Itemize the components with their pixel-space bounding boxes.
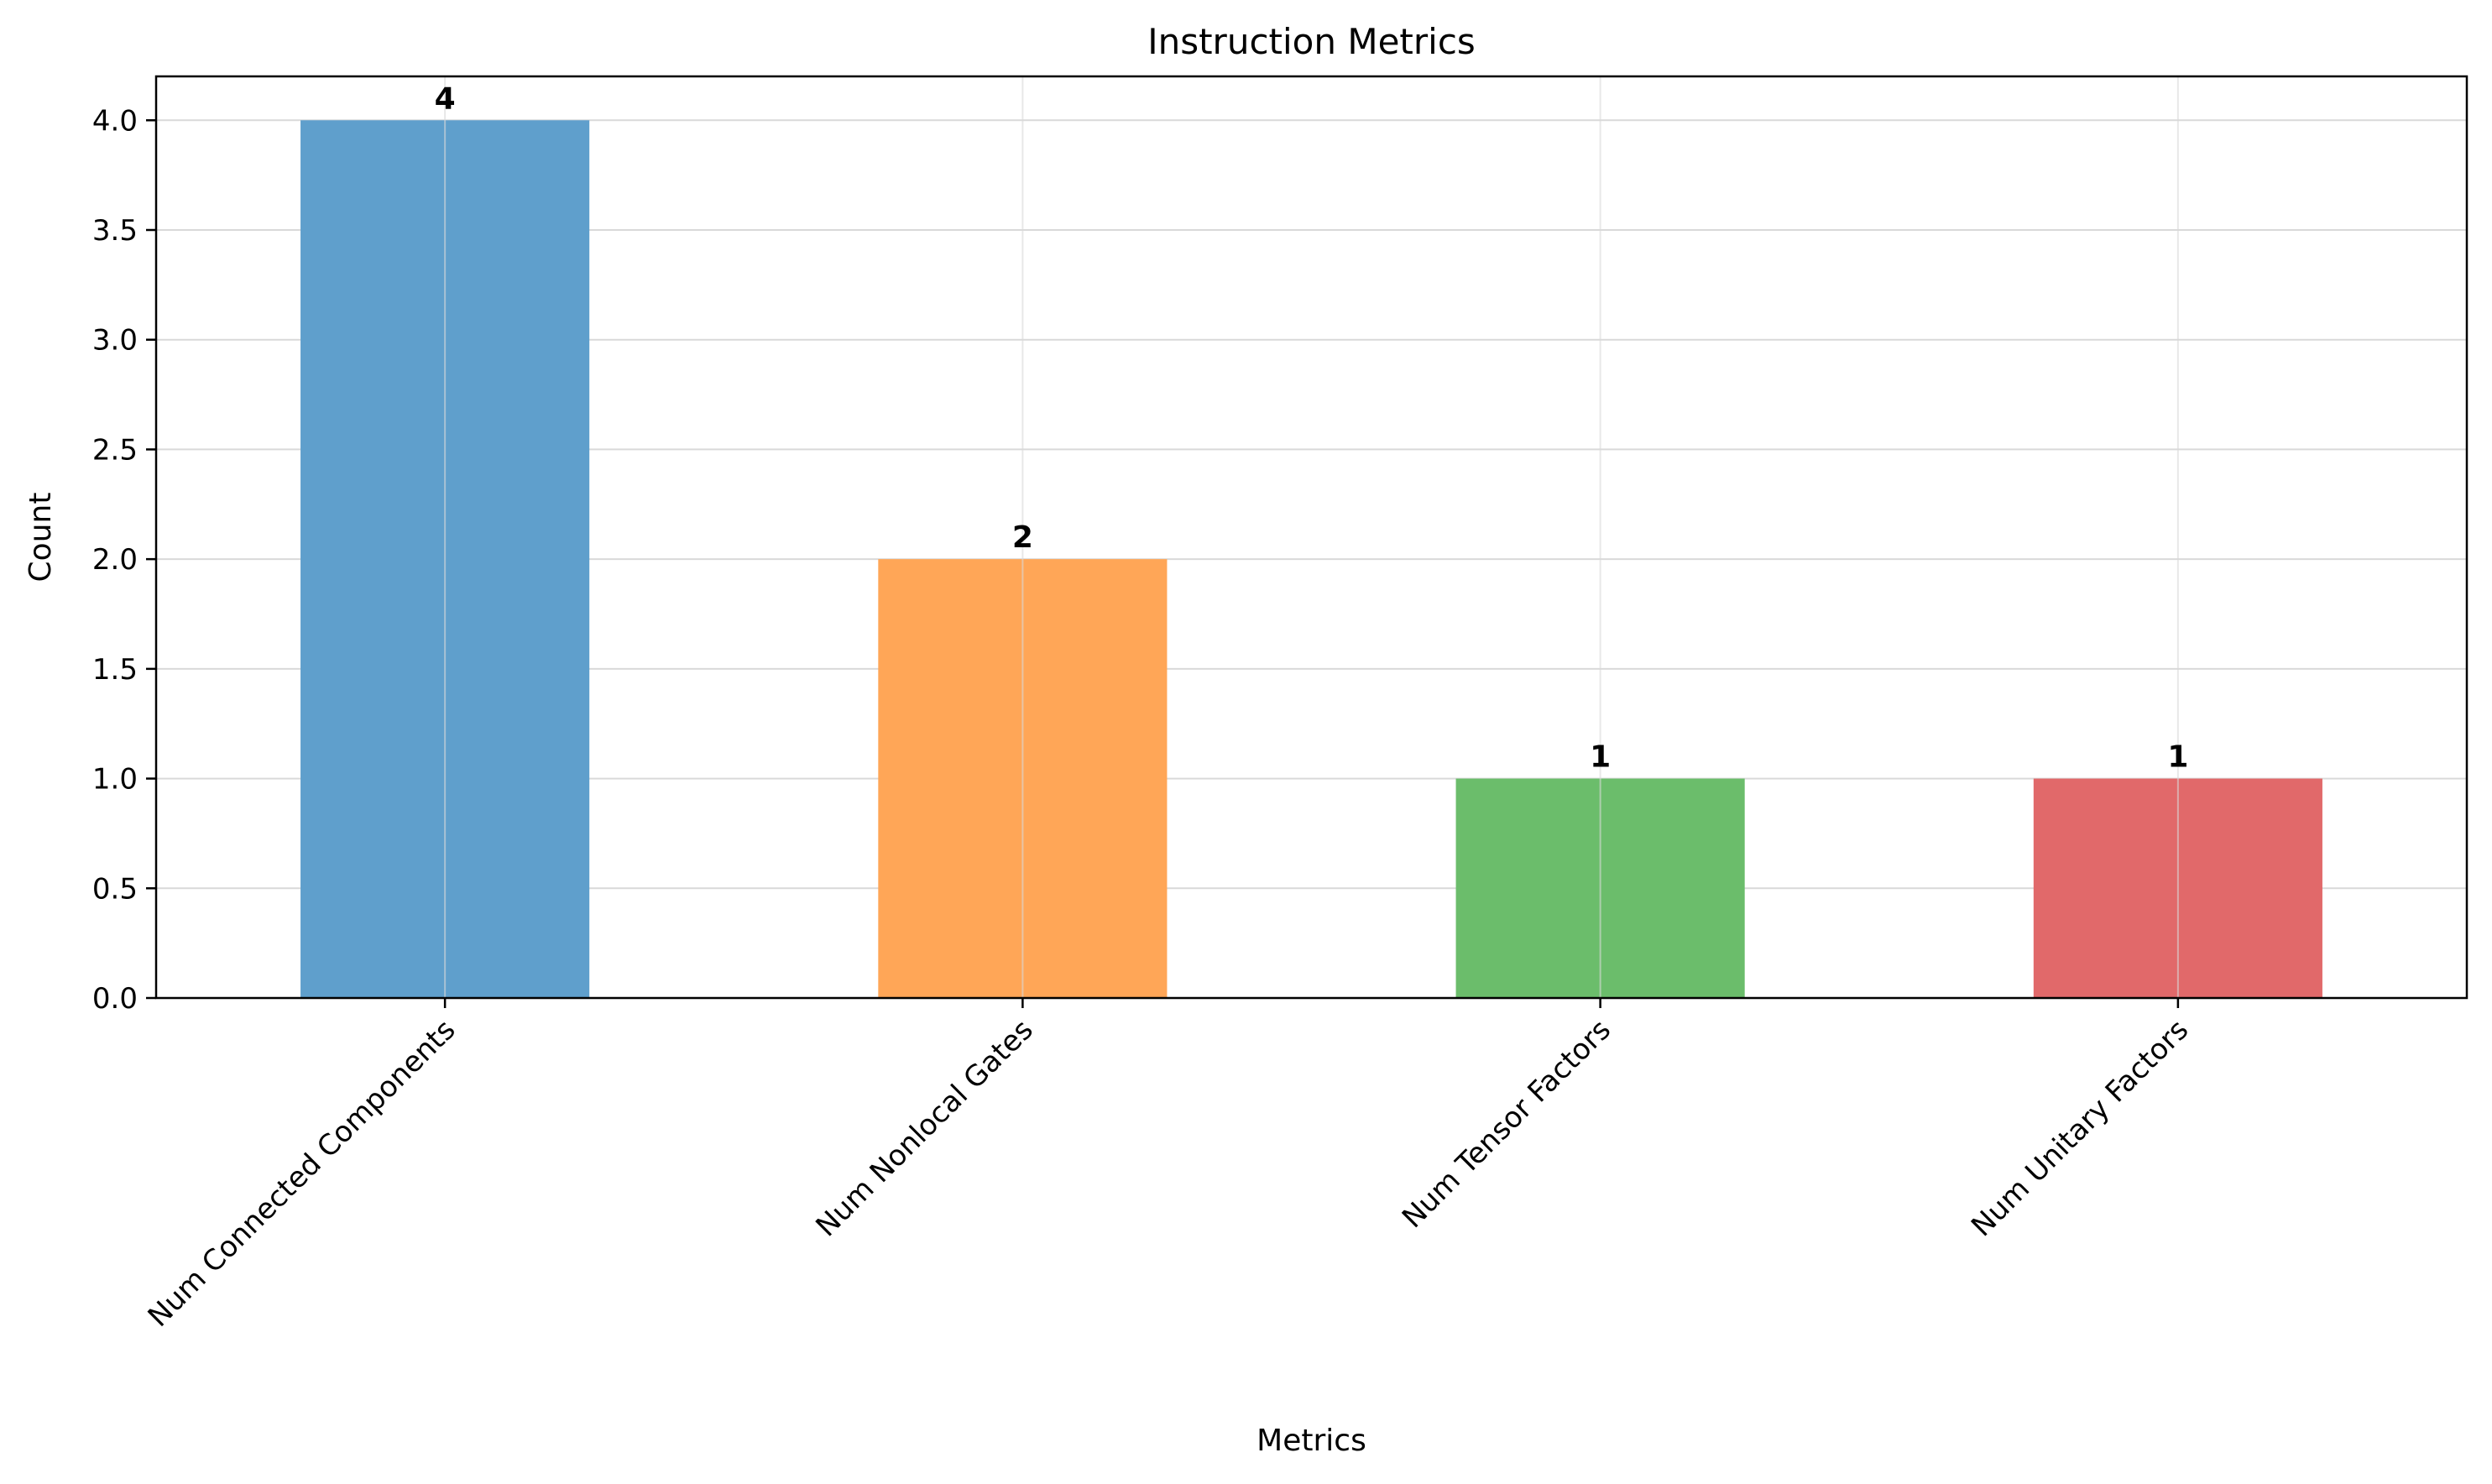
x-tick-label: Num Unitary Factors <box>1965 1013 2195 1243</box>
x-tick-label: Num Nonlocal Gates <box>809 1013 1039 1243</box>
x-axis-label: Metrics <box>1256 1424 1366 1458</box>
bar-value-label: 2 <box>1012 520 1033 555</box>
y-tick-label: 0.5 <box>92 872 138 906</box>
y-axis-label: Count <box>24 493 58 583</box>
y-tick-label: 3.5 <box>92 214 138 248</box>
y-axis-ticks: 0.0 0.5 1.0 1.5 2.0 2.5 3.0 3.5 4.0 <box>92 104 156 1016</box>
bar-value-label: 1 <box>2167 740 2188 775</box>
y-tick-label: 0.0 <box>92 982 138 1016</box>
y-tick-label: 4.0 <box>92 104 138 138</box>
x-axis-ticks: Num Connected Components Num Nonlocal Gat… <box>142 998 2195 1334</box>
bar-value-label: 4 <box>435 81 456 116</box>
y-tick-label: 2.0 <box>92 543 138 577</box>
x-tick-label: Num Tensor Factors <box>1396 1013 1617 1235</box>
plot-frame <box>154 75 2468 1000</box>
y-tick-label: 1.0 <box>92 763 138 797</box>
data-labels: 4 2 1 1 <box>435 76 2188 998</box>
y-tick-label: 2.5 <box>92 433 138 467</box>
y-tick-label: 3.0 <box>92 324 138 358</box>
y-tick-label: 1.5 <box>92 653 138 687</box>
x-tick-label: Num Connected Components <box>142 1013 462 1334</box>
bar-value-label: 1 <box>1590 740 1611 775</box>
chart-title: Instruction Metrics <box>1147 21 1476 62</box>
